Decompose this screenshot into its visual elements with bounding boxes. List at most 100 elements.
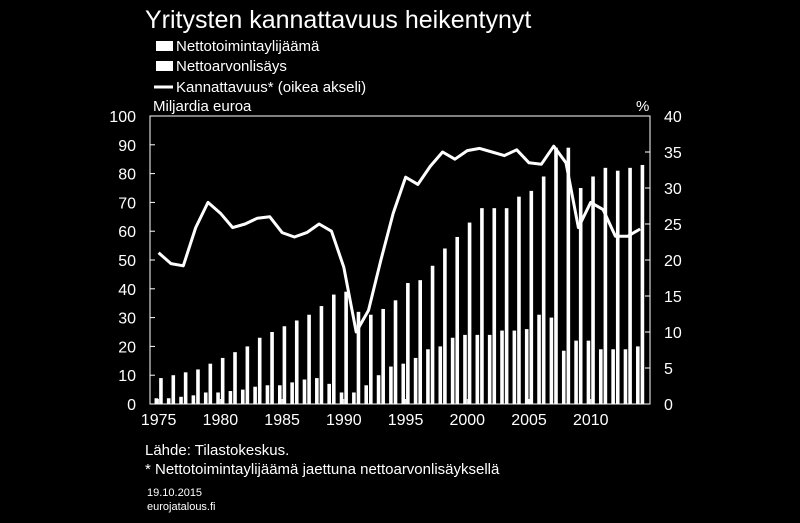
bar-nettotoimintaylijaama [463,334,467,404]
x-tick-label: 1980 [203,412,239,429]
bar-nettotoimintaylijaama [586,340,591,404]
bar-nettotoimintaylijaama [611,349,615,404]
x-tick-label: 1975 [141,412,177,429]
bar-nettoarvonlisays [270,332,274,404]
bar-nettotoimintaylijaama [524,329,529,404]
bar-nettotoimintaylijaama [228,391,233,404]
left-tick-label: 40 [118,282,136,299]
bar-nettotoimintaylijaama [561,350,566,404]
bar-nettoarvonlisays [356,311,361,404]
bar-nettotoimintaylijaama [537,314,541,404]
right-tick-label: 30 [664,181,682,198]
right-tick-label: 35 [664,145,682,162]
bar-nettotoimintaylijaama [636,346,640,404]
bar-nettotoimintaylijaama [475,334,480,404]
bar-nettoarvonlisays [196,369,200,404]
bar-nettoarvonlisays [591,176,595,404]
right-tick-label: 20 [664,253,682,270]
bar-nettotoimintaylijaama [277,385,282,404]
left-tick-label: 80 [118,167,136,184]
bar-nettoarvonlisays [344,291,348,404]
bar-nettoarvonlisays [257,337,262,404]
left-tick-label: 30 [118,311,136,328]
bar-nettoarvonlisays [245,346,250,404]
bar-nettotoimintaylijaama [401,363,406,404]
source-note: Lähde: Tilastokeskus. [145,442,289,459]
bar-nettotoimintaylijaama [216,392,220,404]
left-tick-label: 0 [127,397,136,414]
bar-nettotoimintaylijaama [265,385,270,404]
bar-nettotoimintaylijaama [487,334,492,404]
date-label: 19.10.2015 [147,487,202,499]
plot-area: 0 10 20 30 40 50 60 70 80 90 100 0 5 10 15 20 25 30 35 40 19… [109,109,682,429]
legend-label-nettotoimintaylijaama: Nettotoimintaylijäämä [176,38,320,55]
bar-nettotoimintaylijaama [166,398,171,404]
bar-nettotoimintaylijaama [549,317,554,404]
legend: Nettotoimintaylijäämä Nettoarvonlisäys K… [154,38,366,96]
x-tick-label: 1990 [326,412,362,429]
right-tick-label: 10 [664,325,682,342]
bar-nettoarvonlisays [381,308,385,404]
bar-nettotoimintaylijaama [376,375,381,404]
bar-nettotoimintaylijaama [364,385,369,404]
bar-nettotoimintaylijaama [315,378,319,404]
bar-nettotoimintaylijaama [302,379,307,404]
bar-nettotoimintaylijaama [500,330,504,404]
legend-swatch-nettoarvonlisays [156,61,173,71]
bar-nettotoimintaylijaama [413,357,418,404]
bar-nettotoimintaylijaama [352,392,356,404]
bar-nettotoimintaylijaama [203,392,208,404]
bar-nettotoimintaylijaama [179,396,183,404]
left-tick-label: 100 [109,109,136,126]
bar-nettotoimintaylijaama [290,382,294,404]
bar-nettotoimintaylijaama [389,366,393,404]
bar-nettoarvonlisays [443,248,447,404]
left-axis-label: Miljardia euroa [153,98,252,115]
bar-nettoarvonlisays [319,306,324,404]
bar-nettotoimintaylijaama [623,349,628,404]
left-tick-label: 60 [118,224,136,241]
right-tick-label: 0 [664,397,673,414]
bar-nettoarvonlisays [566,147,571,404]
bar-nettoarvonlisays [603,167,608,404]
x-tick-label: 2005 [511,412,547,429]
bar-nettoarvonlisays [578,188,583,404]
bar-nettoarvonlisays [307,314,311,404]
line-kannattavuus [157,144,641,334]
bar-nettotoimintaylijaama [450,337,455,404]
legend-label-kannattavuus: Kannattavuus* (oikea akseli) [176,79,366,96]
bar-nettoarvonlisays [220,357,225,404]
bar-nettoarvonlisays [517,196,521,404]
bar-nettoarvonlisays [615,170,620,404]
bar-nettoarvonlisays [183,372,188,404]
bar-nettotoimintaylijaama [598,349,603,404]
bar-nettoarvonlisays [467,222,472,404]
x-tick-label: 1985 [264,412,300,429]
bar-nettoarvonlisays [282,326,287,404]
bar-nettotoimintaylijaama [426,349,430,404]
bar-nettoarvonlisays [369,314,373,404]
right-axis-label: % [636,98,649,115]
bar-nettoarvonlisays [430,265,435,404]
bar-nettotoimintaylijaama [512,330,517,404]
x-tick-label: 2010 [573,412,609,429]
bar-nettoarvonlisays [455,236,460,404]
left-tick-label: 20 [118,339,136,356]
bar-nettotoimintaylijaama [574,340,578,404]
left-tick-label: 90 [118,138,136,155]
bar-nettoarvonlisays [331,294,336,404]
bar-nettoarvonlisays [208,363,213,404]
bar-nettoarvonlisays [541,176,546,404]
legend-swatch-nettotoimintaylijaama [156,41,173,51]
right-tick-label: 5 [664,361,673,378]
right-tick-label: 40 [664,109,682,126]
publisher-label: eurojatalous.fi [147,501,216,513]
bar-nettotoimintaylijaama [253,386,257,404]
bar-nettoarvonlisays [294,320,299,404]
bar-nettoarvonlisays [640,164,645,404]
bar-nettoarvonlisays [529,190,534,404]
x-tick-label: 1995 [388,412,424,429]
bar-nettotoimintaylijaama [438,346,443,404]
bar-nettoarvonlisays [233,352,237,404]
